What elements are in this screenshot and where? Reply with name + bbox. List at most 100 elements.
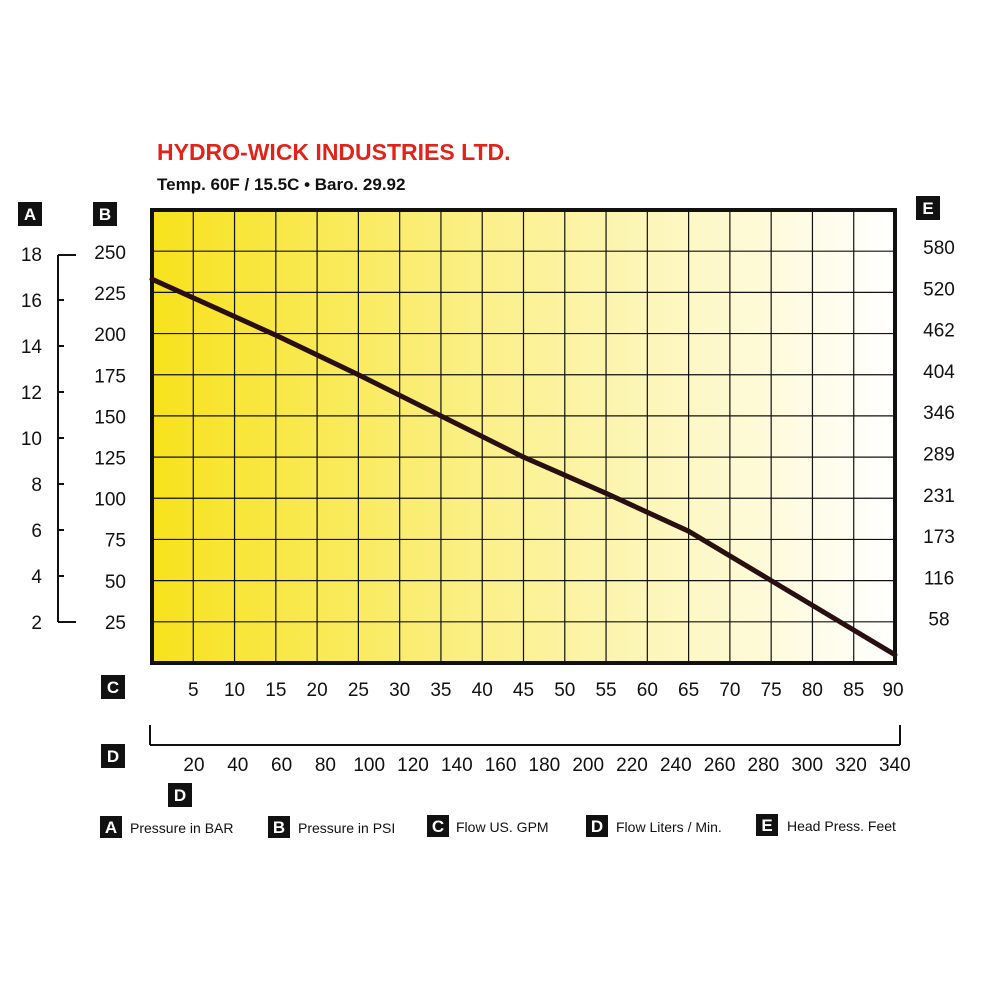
psi-axis-tick-label: 200 — [94, 325, 126, 346]
plot-frame — [150, 208, 897, 665]
head-axis-tick-label: 580 — [923, 238, 955, 259]
lpm-axis-tick-label: 120 — [397, 755, 429, 776]
psi-axis-tick-label: 25 — [105, 613, 126, 634]
psi-axis-tick-label: 75 — [105, 531, 126, 552]
bar-axis-tick-label: 10 — [21, 429, 42, 450]
lpm-axis-tick-label: 340 — [879, 755, 911, 776]
svg-text:D: D — [174, 786, 186, 805]
head-axis-tick-label: 462 — [923, 321, 955, 342]
badge-d-secondary: D — [168, 783, 192, 807]
bar-axis-ticks: 18 16 14 12 10 8 6 4 2 — [21, 245, 43, 634]
badge-a: A — [18, 202, 42, 226]
lpm-axis-tick-label: 220 — [616, 755, 648, 776]
head-axis-tick-label: 346 — [923, 403, 955, 424]
legend-label: Flow Liters / Min. — [616, 819, 722, 835]
pump-curve-line — [149, 276, 898, 658]
svg-text:B: B — [99, 205, 111, 224]
lpm-axis-tick-label: 200 — [572, 755, 604, 776]
lpm-axis-tick-label: 20 — [183, 755, 204, 776]
bar-axis-tick-label: 12 — [21, 383, 42, 404]
lpm-axis-tick-label: 80 — [315, 755, 336, 776]
psi-axis-tick-label: 100 — [94, 490, 126, 511]
legend-item-c: C Flow US. GPM — [427, 815, 549, 837]
test-conditions: Temp. 60F / 15.5C • Baro. 29.92 — [157, 175, 405, 194]
legend: A Pressure in BAR B Pressure in PSI C Fl… — [100, 814, 896, 838]
legend-item-a: A Pressure in BAR — [100, 816, 233, 838]
gpm-axis-tick-label: 65 — [678, 680, 699, 701]
gpm-axis-tick-label: 85 — [843, 680, 864, 701]
head-axis-ticks: 580 520 462 404 346 289 231 173 116 58 — [923, 238, 955, 631]
bar-axis-tick-label: 2 — [31, 613, 42, 634]
lpm-axis-tick-label: 140 — [441, 755, 473, 776]
lpm-axis-ticks: 20 40 60 80 100 120 140 160 180 200 220 240 260 280 30… — [183, 755, 910, 776]
lpm-axis-tick-label: 40 — [227, 755, 248, 776]
gpm-axis-tick-label: 30 — [389, 680, 410, 701]
lpm-axis-tick-label: 160 — [485, 755, 517, 776]
gpm-axis-tick-label: 45 — [513, 680, 534, 701]
gpm-axis-tick-label: 25 — [348, 680, 369, 701]
gpm-axis-tick-label: 40 — [472, 680, 493, 701]
lpm-axis-tick-label: 100 — [353, 755, 385, 776]
svg-text:D: D — [591, 817, 603, 836]
head-axis-tick-label: 58 — [928, 610, 949, 631]
badge-c: C — [101, 675, 125, 699]
gpm-axis-tick-label: 50 — [554, 680, 575, 701]
lpm-axis-tick-label: 320 — [835, 755, 867, 776]
svg-text:B: B — [273, 818, 285, 837]
bar-axis-tick-label: 8 — [31, 475, 42, 496]
psi-axis-tick-label: 125 — [94, 449, 126, 470]
svg-text:E: E — [922, 199, 933, 218]
svg-text:E: E — [761, 816, 772, 835]
bar-axis-tick-label: 14 — [21, 337, 43, 358]
gpm-axis-ticks: 5 10 15 20 25 30 35 40 45 50 55 60 65 70 75 80 85 90 — [188, 680, 904, 701]
company-title: HYDRO-WICK INDUSTRIES LTD. — [157, 139, 511, 165]
badge-d: D — [101, 744, 125, 768]
lpm-axis-tick-label: 260 — [704, 755, 736, 776]
head-axis-tick-label: 404 — [923, 362, 955, 383]
psi-axis-tick-label: 50 — [105, 572, 126, 593]
legend-label: Pressure in BAR — [130, 820, 233, 836]
legend-item-e: E Head Press. Feet — [756, 814, 896, 836]
psi-axis-tick-label: 250 — [94, 243, 126, 264]
lpm-axis-tick-label: 280 — [748, 755, 780, 776]
gpm-axis-tick-label: 20 — [307, 680, 328, 701]
lpm-axis-tick-label: 240 — [660, 755, 692, 776]
head-axis-tick-label: 289 — [923, 445, 955, 466]
gpm-axis-tick-label: 5 — [188, 680, 199, 701]
gpm-axis-tick-label: 70 — [719, 680, 740, 701]
badge-b: B — [93, 202, 117, 226]
gpm-axis-tick-label: 75 — [761, 680, 782, 701]
head-axis-tick-label: 116 — [924, 568, 954, 589]
svg-text:A: A — [24, 205, 36, 224]
badge-e: E — [916, 196, 940, 220]
lpm-axis-tick-label: 180 — [529, 755, 561, 776]
gpm-axis-tick-label: 90 — [882, 680, 903, 701]
bar-axis-tick-label: 16 — [21, 291, 42, 312]
gpm-axis-tick-label: 15 — [265, 680, 286, 701]
lpm-axis-tick-label: 60 — [271, 755, 292, 776]
gpm-axis-tick-label: 10 — [224, 680, 245, 701]
head-axis-tick-label: 520 — [923, 279, 955, 300]
psi-axis-ticks: 250 225 200 175 150 125 100 75 50 25 — [94, 243, 126, 634]
psi-axis-tick-label: 175 — [94, 366, 126, 387]
bar-axis-tick-label: 18 — [21, 245, 42, 266]
svg-text:D: D — [107, 747, 119, 766]
bar-axis-tick-label: 6 — [31, 521, 42, 542]
axis-d-bracket — [149, 725, 901, 746]
gpm-axis-tick-label: 60 — [637, 680, 658, 701]
legend-item-b: B Pressure in PSI — [268, 816, 395, 838]
psi-axis-tick-label: 150 — [94, 407, 126, 428]
legend-label: Flow US. GPM — [456, 819, 549, 835]
head-axis-tick-label: 173 — [923, 527, 955, 548]
gpm-axis-tick-label: 35 — [430, 680, 451, 701]
legend-label: Head Press. Feet — [787, 818, 896, 834]
bar-axis-tick-label: 4 — [31, 567, 42, 588]
lpm-axis-tick-label: 300 — [791, 755, 823, 776]
psi-axis-tick-label: 225 — [94, 284, 126, 305]
svg-text:A: A — [105, 818, 117, 837]
svg-text:C: C — [107, 678, 119, 697]
svg-text:C: C — [432, 817, 444, 836]
gpm-axis-tick-label: 80 — [802, 680, 823, 701]
legend-label: Pressure in PSI — [298, 820, 395, 836]
